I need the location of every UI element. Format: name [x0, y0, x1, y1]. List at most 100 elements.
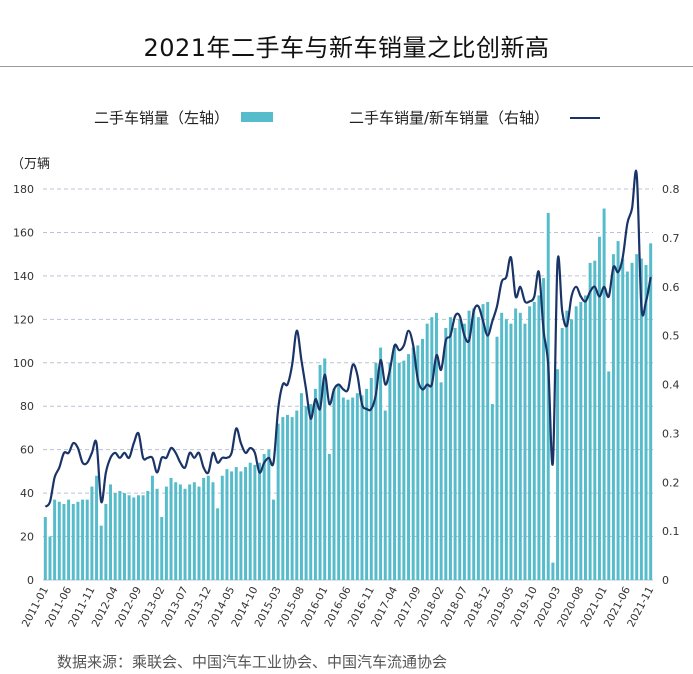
bar [164, 486, 168, 580]
bar [285, 414, 289, 580]
bar [625, 271, 629, 580]
bar [388, 362, 392, 580]
bar [532, 301, 536, 580]
bar [295, 410, 299, 580]
legend-label-bars: 二手车销量（左轴） [94, 109, 230, 127]
bar [211, 482, 215, 580]
bar [393, 345, 397, 580]
bar [150, 475, 154, 580]
bar [57, 501, 61, 580]
bar [188, 484, 192, 580]
bar [621, 258, 625, 580]
bar [118, 490, 122, 580]
bar [169, 477, 173, 580]
bar [444, 328, 448, 580]
bar [421, 338, 424, 580]
bar [183, 488, 187, 580]
bar [332, 388, 336, 580]
bar [583, 295, 587, 580]
y-tick-right: 0.6 [662, 281, 680, 294]
y-tick-right: 0.3 [662, 427, 680, 440]
bar [602, 208, 606, 581]
bar [230, 471, 234, 580]
bar [309, 404, 313, 580]
bar [76, 501, 80, 580]
bar [136, 495, 140, 580]
bar [560, 328, 564, 580]
bar [360, 395, 364, 580]
bar [490, 404, 494, 580]
y-tick-right: 0.2 [662, 476, 680, 489]
y-axis-left-label: （万辆 [11, 157, 50, 172]
bar [258, 462, 262, 580]
bar [234, 467, 238, 580]
bar [607, 371, 611, 580]
bar [514, 308, 518, 580]
bar [635, 254, 639, 580]
chart-title: 2021年二手车与新车销量之比创新高 [143, 34, 550, 62]
bar [146, 490, 150, 580]
bar [281, 417, 285, 580]
bar [542, 278, 546, 580]
bar [351, 397, 355, 580]
bar [639, 258, 643, 580]
bar [323, 358, 327, 580]
y-tick-left: 120 [13, 313, 34, 326]
bar [43, 517, 47, 580]
bar [62, 503, 66, 580]
bar [192, 482, 196, 580]
bar [155, 488, 159, 580]
bar [67, 499, 71, 580]
bar [253, 464, 257, 580]
y-tick-left: 20 [20, 531, 34, 544]
bar [593, 260, 597, 580]
bar [644, 265, 648, 580]
bar [178, 484, 182, 580]
bar [276, 423, 280, 580]
bar [570, 319, 574, 580]
bar [574, 306, 578, 580]
title-divider [0, 66, 693, 67]
y-tick-right: 0.4 [662, 379, 680, 392]
bar [81, 499, 85, 580]
bar [71, 503, 75, 580]
bar [556, 369, 560, 580]
bar [48, 536, 52, 580]
data-source-note: 数据来源：乘联会、中国汽车工业协会、中国汽车流通协会 [57, 653, 448, 671]
bar [523, 323, 527, 580]
bar [518, 312, 522, 580]
bar [407, 354, 411, 580]
bar [383, 410, 387, 580]
bar [476, 317, 480, 580]
legend-swatch-bars [241, 112, 273, 122]
bar [313, 388, 317, 580]
y-tick-right: 0.5 [662, 330, 680, 343]
bar [304, 406, 308, 580]
bar [290, 417, 294, 580]
bar [597, 236, 601, 581]
y-tick-left: 80 [20, 400, 34, 413]
bar [318, 364, 322, 580]
legend-label-line: 二手车销量/新车销量（右轴） [349, 109, 550, 127]
bar [546, 212, 550, 580]
bar [99, 525, 103, 580]
bar [127, 495, 131, 580]
bar [141, 495, 145, 580]
bar [346, 399, 350, 580]
bar [90, 486, 94, 580]
bar [462, 323, 466, 580]
bar [202, 477, 206, 580]
y-tick-right: 0.1 [662, 525, 680, 538]
bar [109, 484, 113, 580]
bar [174, 482, 178, 580]
bar [439, 382, 443, 580]
bar [197, 486, 201, 580]
bar [467, 310, 471, 580]
bar [132, 497, 136, 580]
bar [267, 449, 271, 580]
bar [248, 462, 252, 580]
bar [434, 312, 438, 580]
bar [160, 517, 164, 580]
ratio-line [44, 169, 652, 508]
